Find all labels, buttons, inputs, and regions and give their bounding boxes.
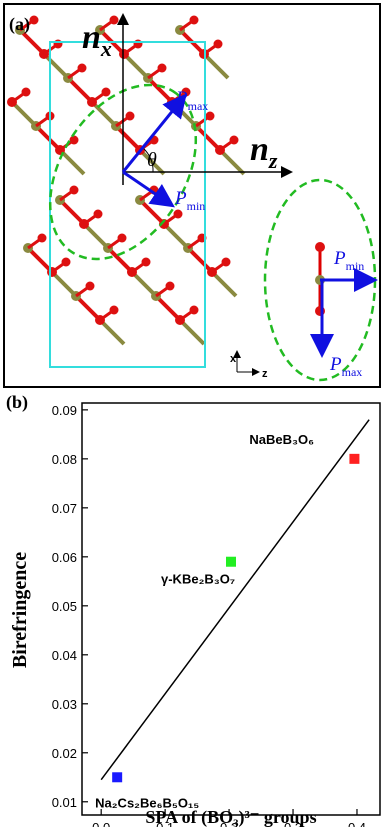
point [112, 772, 122, 782]
bond [44, 54, 68, 78]
atom [315, 242, 325, 252]
atom [222, 258, 231, 267]
bond [60, 200, 84, 224]
bond [204, 54, 228, 78]
point-label: NaBeB₃O₆ [249, 432, 314, 447]
small-z-label: z [262, 368, 268, 380]
atom [190, 306, 199, 315]
symbol: n [250, 131, 269, 168]
bond [188, 248, 212, 272]
symbol: P [333, 248, 346, 269]
atom [118, 234, 127, 243]
subscript: min [187, 199, 206, 213]
symbol: P [175, 88, 188, 109]
bond [180, 320, 204, 344]
theta-label: θ [147, 149, 157, 171]
atom [166, 282, 175, 291]
subscript: max [342, 365, 363, 379]
bond [220, 150, 244, 174]
atom [126, 112, 135, 121]
bond [148, 78, 172, 102]
subscript: min [346, 259, 365, 273]
bond [116, 126, 140, 150]
subscript: x [100, 36, 112, 61]
point [349, 454, 359, 464]
y-tick-label: 0.07 [52, 501, 77, 516]
bond [76, 296, 100, 320]
bond [36, 126, 60, 150]
panel-label: (a) [9, 14, 30, 35]
atom [54, 40, 63, 49]
bond [100, 320, 124, 344]
atom [134, 40, 143, 49]
bond [212, 272, 236, 296]
bond [12, 102, 36, 126]
bond [108, 248, 132, 272]
subscript: max [188, 99, 209, 113]
y-axis-title: Birefringence [9, 552, 31, 668]
atom [190, 16, 199, 25]
symbol: P [329, 354, 342, 375]
y-tick-label: 0.02 [52, 746, 77, 761]
atom [110, 306, 119, 315]
fit-line [101, 420, 369, 780]
y-tick-label: 0.01 [52, 795, 77, 810]
atom [102, 88, 111, 97]
atom [38, 234, 47, 243]
atom [142, 258, 151, 267]
point-label: γ-KBe₂B₃O₇ [161, 572, 235, 587]
bond [196, 126, 220, 150]
y-tick-label: 0.04 [52, 648, 77, 663]
y-tick-label: 0.08 [52, 452, 77, 467]
x-tick-label: 0.3 [284, 820, 302, 827]
atom [62, 258, 71, 267]
atom [70, 136, 79, 145]
figure: (a) nx nz θ Pmax Pmin Pmin Pmax x z (b) … [0, 0, 384, 827]
symbol: P [174, 188, 187, 209]
atom [94, 210, 103, 219]
x-tick-label: 0.2 [220, 820, 238, 827]
y-tick-label: 0.09 [52, 403, 77, 418]
small-x-label: x [230, 353, 237, 365]
atom [158, 64, 167, 73]
atom [86, 282, 95, 291]
atom [70, 186, 79, 195]
atom [30, 16, 39, 25]
symbol: n [82, 19, 101, 56]
x-tick-label: 0.0 [92, 820, 110, 827]
atom [214, 40, 223, 49]
bond [132, 272, 156, 296]
bond [124, 54, 148, 78]
y-tick-label: 0.05 [52, 599, 77, 614]
atom [78, 64, 87, 73]
bond [140, 200, 164, 224]
subscript: z [268, 148, 278, 173]
pmin-arrow [123, 172, 170, 204]
x-tick-label: 0.1 [156, 820, 174, 827]
panel-label: (b) [6, 392, 28, 413]
bond [28, 248, 52, 272]
atom [110, 16, 119, 25]
point [226, 557, 236, 567]
atom [22, 88, 31, 97]
y-tick-label: 0.06 [52, 550, 77, 565]
bond [164, 224, 188, 248]
bond [68, 78, 92, 102]
bond [84, 224, 108, 248]
x-tick-label: 0.4 [348, 820, 366, 827]
atom [174, 210, 183, 219]
nz-label: nz [250, 131, 278, 173]
point-label: Na₂Cs₂Be₆B₅O₁₅ [95, 795, 199, 810]
inset-pmax-label: Pmax [329, 354, 362, 379]
inset-pmin-label: Pmin [333, 248, 364, 273]
bond [92, 102, 116, 126]
bond [156, 296, 180, 320]
bond [52, 272, 76, 296]
y-tick-label: 0.03 [52, 697, 77, 712]
pmin-label: Pmin [174, 188, 205, 213]
crystal-structure [7, 16, 244, 345]
plot: 0.01 0.02 0.03 0.04 0.05 0.06 0.07 0.08 0.09 0.0 0… [52, 403, 380, 827]
atom [230, 136, 239, 145]
